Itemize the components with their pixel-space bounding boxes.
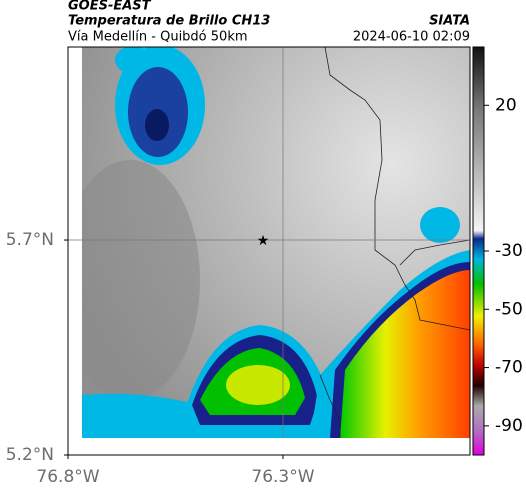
subtitle: Temperatura de Brillo CH13 <box>68 14 270 29</box>
x-tick-label: 76.3°W <box>251 467 314 487</box>
satellite-image <box>82 47 470 438</box>
datetime: 2024-06-10 02:09 <box>353 30 470 45</box>
colorbar <box>472 46 485 456</box>
city-marker: ★ <box>257 233 270 249</box>
colorbar-tick-label: -90 <box>495 416 523 436</box>
map-frame <box>67 46 471 456</box>
colorbar-tick-label: 20 <box>495 95 517 115</box>
colorbar-tick-label: -50 <box>495 299 523 319</box>
colorbar-tick-label: -70 <box>495 358 523 378</box>
y-tick-label: 5.2°N <box>6 445 54 465</box>
source: SIATA <box>429 14 470 29</box>
location: Vía Medellín - Quibdó 50km <box>68 30 248 45</box>
title: GOES-EAST <box>68 0 152 14</box>
colorbar-tick-label: -30 <box>495 241 523 261</box>
y-tick-label: 5.7°N <box>6 230 54 250</box>
x-tick-label: 76.8°W <box>36 467 99 487</box>
